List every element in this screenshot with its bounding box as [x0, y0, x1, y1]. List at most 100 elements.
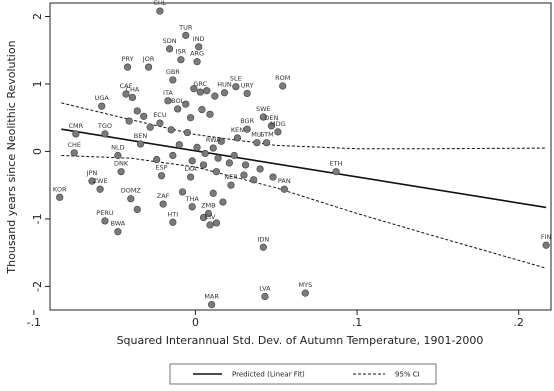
point-label: SDN — [163, 37, 177, 45]
point-label: RWA — [206, 136, 221, 144]
point-label: ZWE — [93, 177, 108, 185]
point-label: LVA — [259, 285, 271, 293]
data-point — [219, 198, 227, 206]
data-point — [206, 221, 214, 229]
y-tick-label: 1 — [31, 80, 44, 87]
point-label: TGO — [97, 122, 112, 130]
data-point — [146, 123, 154, 131]
point-label: LKA — [184, 165, 197, 173]
data-point — [122, 90, 130, 98]
point-label: URY — [241, 81, 254, 89]
point-label: DNK — [114, 160, 129, 168]
point-label: ROM — [275, 74, 290, 82]
point-label: GRC — [193, 80, 207, 88]
y-axis: -2 -1 0 1 2 — [31, 13, 50, 292]
data-point — [199, 161, 208, 169]
data-point — [175, 141, 183, 149]
x-tick-label: .1 — [352, 316, 363, 329]
point-label: TUR — [178, 23, 193, 31]
data-point — [182, 31, 190, 39]
x-axis: -.1 0 .1 .2 — [27, 310, 524, 329]
legend-box — [169, 363, 437, 385]
data-point — [332, 168, 340, 176]
data-point — [301, 289, 309, 297]
point-label: NER — [224, 173, 238, 181]
data-point — [114, 228, 122, 236]
legend: Predicted (Linear Fit) 95% CI — [169, 363, 437, 385]
data-point — [230, 151, 238, 160]
data-point — [187, 114, 195, 122]
point-label: CHA — [125, 85, 139, 93]
legend-ci-label: 95% CI — [395, 371, 420, 379]
point-label: CIV — [205, 213, 216, 221]
point-label: HUN — [217, 81, 232, 89]
data-point — [72, 130, 80, 138]
point-label: ESP — [155, 164, 167, 172]
data-point — [209, 189, 217, 197]
data-point — [128, 93, 137, 102]
point-label: BEN — [134, 132, 148, 140]
data-point — [156, 119, 164, 127]
data-point — [227, 181, 235, 189]
data-point — [198, 106, 206, 114]
point-label: ZAF — [157, 192, 170, 200]
data-point — [262, 139, 271, 147]
data-point — [243, 89, 251, 98]
plot-frame — [49, 2, 552, 311]
data-point — [211, 92, 219, 100]
data-point — [241, 161, 250, 169]
ci-lower-line — [61, 155, 547, 269]
data-point — [195, 43, 203, 51]
data-point — [101, 217, 109, 225]
y-tick-label: 0 — [31, 148, 44, 155]
data-point — [204, 209, 212, 218]
point-label: PERU — [96, 209, 114, 217]
data-point — [169, 218, 177, 226]
data-point — [243, 125, 251, 133]
data-point — [225, 159, 233, 167]
point-label: MLI — [251, 131, 262, 139]
data-point — [261, 292, 269, 301]
point-label: GBR — [166, 68, 180, 76]
point-label: MAR — [204, 293, 219, 301]
point-label: DOMZ — [121, 187, 142, 195]
point-label: CMR — [69, 122, 84, 130]
data-point — [140, 112, 148, 120]
point-label: ETH — [330, 160, 343, 168]
data-point — [157, 172, 166, 180]
data-point — [165, 45, 174, 53]
data-point — [206, 110, 214, 118]
point-label: SLE — [230, 75, 242, 83]
x-axis-title: Squared Interannual Std. Dev. of Autumn … — [117, 334, 484, 347]
data-point — [193, 58, 201, 66]
point-label: CAF — [120, 82, 133, 90]
data-point — [187, 173, 195, 181]
point-label: PAN — [278, 177, 291, 185]
data-point — [125, 117, 133, 125]
data-point — [196, 88, 204, 96]
data-point — [144, 63, 153, 71]
point-label: DEN — [264, 114, 278, 122]
data-point — [133, 107, 141, 115]
data-point — [212, 219, 221, 227]
point-label: ISR — [176, 48, 187, 56]
point-label: KOR — [53, 185, 67, 193]
data-point — [159, 200, 167, 208]
point-label: SWE — [256, 105, 271, 113]
data-point — [240, 171, 248, 179]
point-label: IDN — [257, 235, 269, 243]
x-tick-label: -.1 — [27, 316, 41, 329]
data-point — [280, 185, 288, 193]
point-label: CHE — [67, 141, 81, 149]
data-point — [133, 205, 141, 214]
data-point — [214, 154, 222, 162]
data-point — [169, 76, 177, 84]
y-tick-label: -1 — [31, 213, 44, 224]
data-point — [127, 195, 135, 203]
data-point — [167, 126, 175, 134]
point-label: MYS — [298, 281, 312, 289]
data-point — [98, 102, 106, 110]
data-point — [208, 301, 216, 309]
legend-fit-label: Predicted (Linear Fit) — [232, 371, 305, 379]
